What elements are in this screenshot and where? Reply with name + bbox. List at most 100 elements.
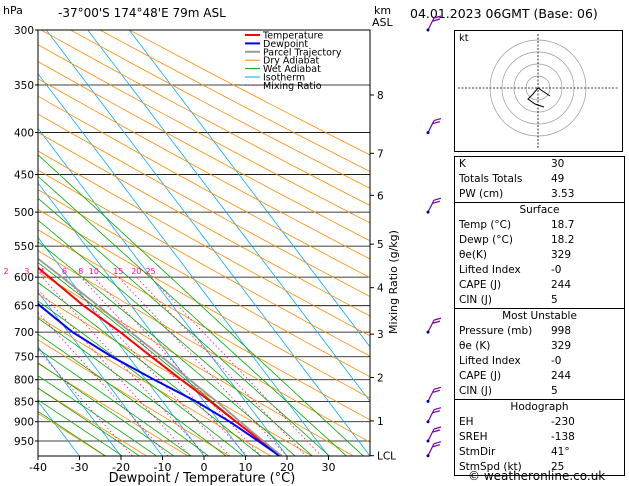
dry-adiabat-line <box>38 61 370 242</box>
wind-barb-flag <box>432 18 441 22</box>
dry-adiabat-line <box>38 113 370 298</box>
dry-adiabat-line <box>38 293 313 456</box>
panel-row: θe(K) 329 <box>455 248 624 263</box>
dry-adiabat-line <box>38 189 370 378</box>
isotherm-line <box>87 30 370 403</box>
panel-row-label: Pressure (mb) <box>459 325 533 337</box>
panel-row-label: CIN (J) <box>459 385 492 397</box>
panel-row: PW (cm) 3.53 <box>455 187 624 202</box>
isotherm-line <box>38 127 288 456</box>
mixing-ratio-line <box>38 349 134 456</box>
dry-adiabat-line <box>38 150 370 337</box>
mixing-ratio-label: 2 <box>3 267 8 276</box>
wind-barb <box>427 409 435 422</box>
dry-adiabat-line <box>38 78 370 260</box>
panel-row: Lifted Index -0 <box>455 263 624 278</box>
pressure-tick-label: 800 <box>14 375 34 387</box>
wet-adiabat-line <box>38 241 296 456</box>
wind-barb <box>427 428 435 442</box>
wind-barb-flag <box>432 410 441 414</box>
pressure-tick-label: 950 <box>14 436 34 448</box>
dry-adiabat-line <box>38 208 370 399</box>
mixing-ratio-line <box>80 276 248 456</box>
wet-adiabat-line <box>38 375 158 456</box>
pressure-tick-label: 600 <box>14 272 34 284</box>
panel-row-label: StmSpd (kt) <box>459 461 522 473</box>
wet-adiabat-line <box>38 262 279 456</box>
panel-row-value: 5 <box>551 385 558 397</box>
wind-barb-base <box>426 330 430 334</box>
panel-row: SREH -138 <box>455 430 624 445</box>
panel-row: StmDir 41° <box>455 445 624 460</box>
x-axis-title: Dewpoint / Temperature (°C) <box>109 471 296 486</box>
wet-adiabat-line <box>38 387 141 456</box>
mixing-ratio-label: 25 <box>145 267 155 276</box>
wind-barb-base <box>426 28 430 32</box>
pressure-tick-label: 850 <box>14 396 34 408</box>
mixing-ratio-line <box>136 276 307 456</box>
panel-row: CAPE (J) 244 <box>455 278 624 293</box>
panel-row-label: EH <box>459 416 474 428</box>
dry-adiabat-line <box>38 387 148 456</box>
height-tick-label: 6 <box>377 190 384 202</box>
hodograph-storm-vector <box>537 87 551 97</box>
panel-row: CAPE (J) 244 <box>455 369 624 384</box>
wind-barb-flag <box>432 120 441 125</box>
isotherm-line <box>38 182 247 456</box>
temp-tick-label: -30 <box>71 461 89 474</box>
asl-unit-label: ASL <box>372 16 393 29</box>
isotherm-line <box>45 30 370 456</box>
most-unstable-title: Most Unstable <box>502 310 577 322</box>
wind-barb-flag <box>432 320 441 324</box>
panel-row: Temp (°C) 18.7 <box>455 218 624 233</box>
copyright-footer: © weatheronline.co.uk <box>468 469 606 483</box>
series-parcel-trajectory <box>38 257 282 456</box>
height-tick-label: 8 <box>377 90 384 102</box>
pressure-tick-label: 900 <box>14 417 34 429</box>
mixing-ratio-label: 6 <box>62 267 67 276</box>
panel-row-label: θe (K) <box>459 340 491 352</box>
wet-adiabat-line <box>38 333 210 456</box>
panel-row: Pressure (mb) 998 <box>455 324 624 339</box>
legend-entry: Dry Adiabat <box>263 56 320 67</box>
legend-entry: Mixing Ratio <box>263 81 322 92</box>
indices-panel: K 30 Totals Totals 49 PW (cm) 3.53 Surface Te… <box>454 156 625 476</box>
height-tick-label: 3 <box>377 329 384 341</box>
panel-row-label: StmDir <box>459 446 496 458</box>
wind-barb <box>427 443 435 456</box>
height-tick-label: 1 <box>377 416 384 428</box>
panel-row-value: 25 <box>551 461 565 473</box>
legend-entry: Temperature <box>262 31 323 42</box>
wet-adiabat-line <box>38 197 331 456</box>
panel-row-value: 244 <box>551 370 572 382</box>
temp-tick-label: -40 <box>29 461 47 474</box>
dry-adiabat-line <box>38 95 370 279</box>
isotherm-line <box>38 236 205 456</box>
wind-barb-flag <box>433 407 442 411</box>
temp-tick-label: -10 <box>154 461 172 474</box>
wet-adiabat-line <box>38 362 175 456</box>
panel-row-label: SREH <box>459 431 488 443</box>
pressure-tick-label: 500 <box>14 207 34 219</box>
wet-adiabat-line <box>38 399 124 456</box>
wind-barb-base <box>426 420 430 424</box>
dry-adiabat-line <box>38 169 370 357</box>
panel-row: Dewp (°C) 18.2 <box>455 233 624 248</box>
wind-barb-flag <box>433 386 442 390</box>
dry-adiabat-line <box>38 412 106 456</box>
panel-row-value: -0 <box>551 355 562 367</box>
height-tick-label: LCL <box>377 451 396 463</box>
mixing-ratio-line <box>118 276 288 456</box>
isotherm-line <box>0 5 12 476</box>
legend-entry: Isotherm <box>263 73 305 84</box>
panel-row-value: 41° <box>551 446 570 458</box>
wind-barb-flag <box>432 444 441 448</box>
panel-row-value: 18.7 <box>551 219 575 231</box>
legend-entry: Parcel Trajectory <box>263 47 342 58</box>
panel-row-label: θe(K) <box>459 249 487 261</box>
isotherm-line <box>38 346 122 456</box>
dry-adiabat-line <box>40 30 370 206</box>
panel-row: CIN (J) 5 <box>455 293 624 308</box>
panel-row-value: -138 <box>551 431 575 443</box>
